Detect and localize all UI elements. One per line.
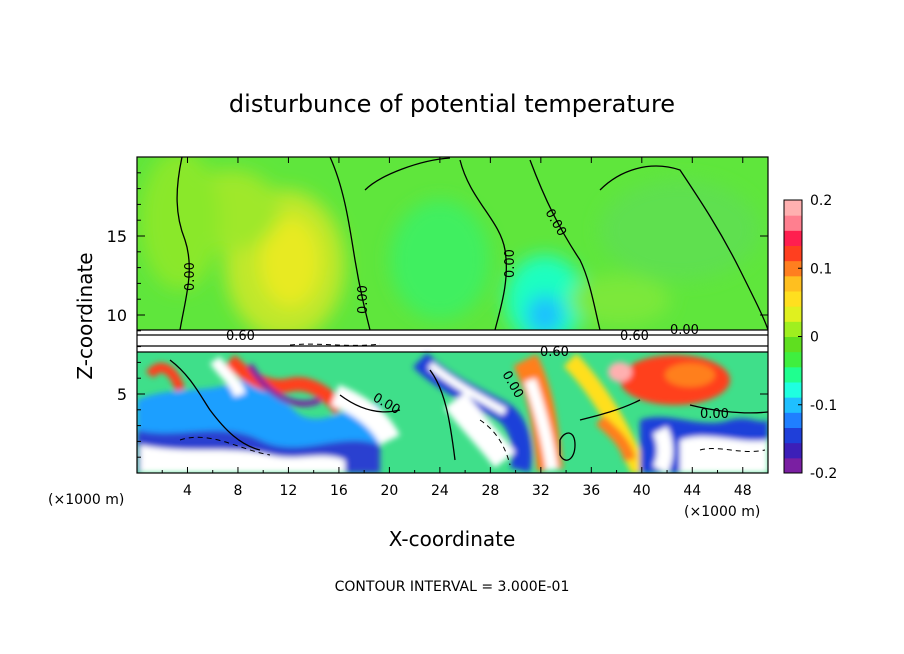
colorbar-swatch	[784, 412, 802, 428]
contour-label: 0.00	[356, 285, 371, 314]
x-axis-label: X-coordinate	[389, 527, 516, 551]
colorbar-swatch	[784, 442, 802, 459]
colorbar-swatch	[784, 200, 802, 216]
y-axis: 5 10 15	[107, 172, 768, 458]
x-tick-label: 48	[734, 483, 752, 499]
contour-label: 0.00	[700, 407, 729, 422]
colorbar-swatch	[784, 351, 802, 368]
y-tick-label: 10	[107, 306, 127, 325]
colorbar-swatch	[784, 427, 802, 444]
contour-label: 0.00	[183, 262, 198, 291]
contour-lines	[137, 157, 768, 461]
x-tick-label: 12	[280, 483, 298, 499]
contour-label: 0.60	[620, 329, 649, 344]
lower-field	[137, 352, 768, 473]
chart-title: disturbunce of potential temperature	[229, 90, 675, 118]
colorbar-swatch	[784, 321, 802, 337]
colorbar: 0.2 0.1 0 -0.1 -0.2	[783, 193, 837, 482]
contour-label: 0.00	[670, 323, 699, 338]
y-axis-label: Z-coordinate	[73, 252, 97, 379]
colorbar-tick-label: 0.1	[810, 261, 832, 277]
contour-label: 0.60	[226, 329, 255, 344]
x-tick-label: 28	[481, 483, 499, 499]
colorbar-swatch	[784, 382, 802, 398]
x-tick-label: 24	[431, 483, 449, 499]
x-tick-label: 36	[582, 483, 600, 499]
colorbar-swatch	[784, 306, 802, 322]
contour-interval: CONTOUR INTERVAL = 3.000E-01	[335, 579, 570, 595]
colorbar-tick-label: -0.2	[810, 466, 837, 482]
colorbar-swatch	[784, 457, 802, 474]
y-tick-label: 5	[117, 385, 127, 404]
colorbar-swatch	[784, 366, 802, 383]
colorbar-tick-label: 0.2	[810, 193, 832, 209]
x-tick-label: 40	[633, 483, 651, 499]
contour-dashed	[179, 343, 766, 466]
x-tick-label: 16	[330, 483, 348, 499]
colorbar-tick-label: -0.1	[810, 398, 837, 414]
colorbar-swatch	[784, 291, 802, 307]
colorbar-swatch	[784, 230, 802, 246]
x-axis: 4 8 12 16 20 24 28 32 36 40 44 48	[161, 157, 752, 499]
x-tick-label: 8	[233, 483, 242, 499]
contour-label: 0.00	[503, 249, 518, 278]
x-tick-label: 32	[532, 483, 550, 499]
x-tick-label: 44	[683, 483, 701, 499]
x-unit-left: (×1000 m)	[48, 492, 124, 508]
colorbar-swatch	[784, 245, 802, 262]
x-tick-label: 20	[380, 483, 398, 499]
contour-label: 0.60	[540, 345, 569, 360]
x-unit-right: (×1000 m)	[684, 504, 760, 520]
colorbar-swatch	[784, 275, 802, 292]
colorbar-swatch	[784, 215, 802, 231]
colorbar-swatch	[784, 260, 802, 277]
colorbar-tick-label: 0	[810, 330, 819, 346]
colorbar-swatch	[784, 336, 802, 353]
colorbar-swatch	[784, 397, 802, 413]
plot-area: 0.00 0.00 0.00 0.00 0.60 0.60 0.00 0.60 …	[137, 157, 768, 473]
upper-field	[140, 157, 760, 345]
x-tick-label: 4	[183, 483, 192, 499]
y-tick-label: 15	[107, 227, 127, 246]
